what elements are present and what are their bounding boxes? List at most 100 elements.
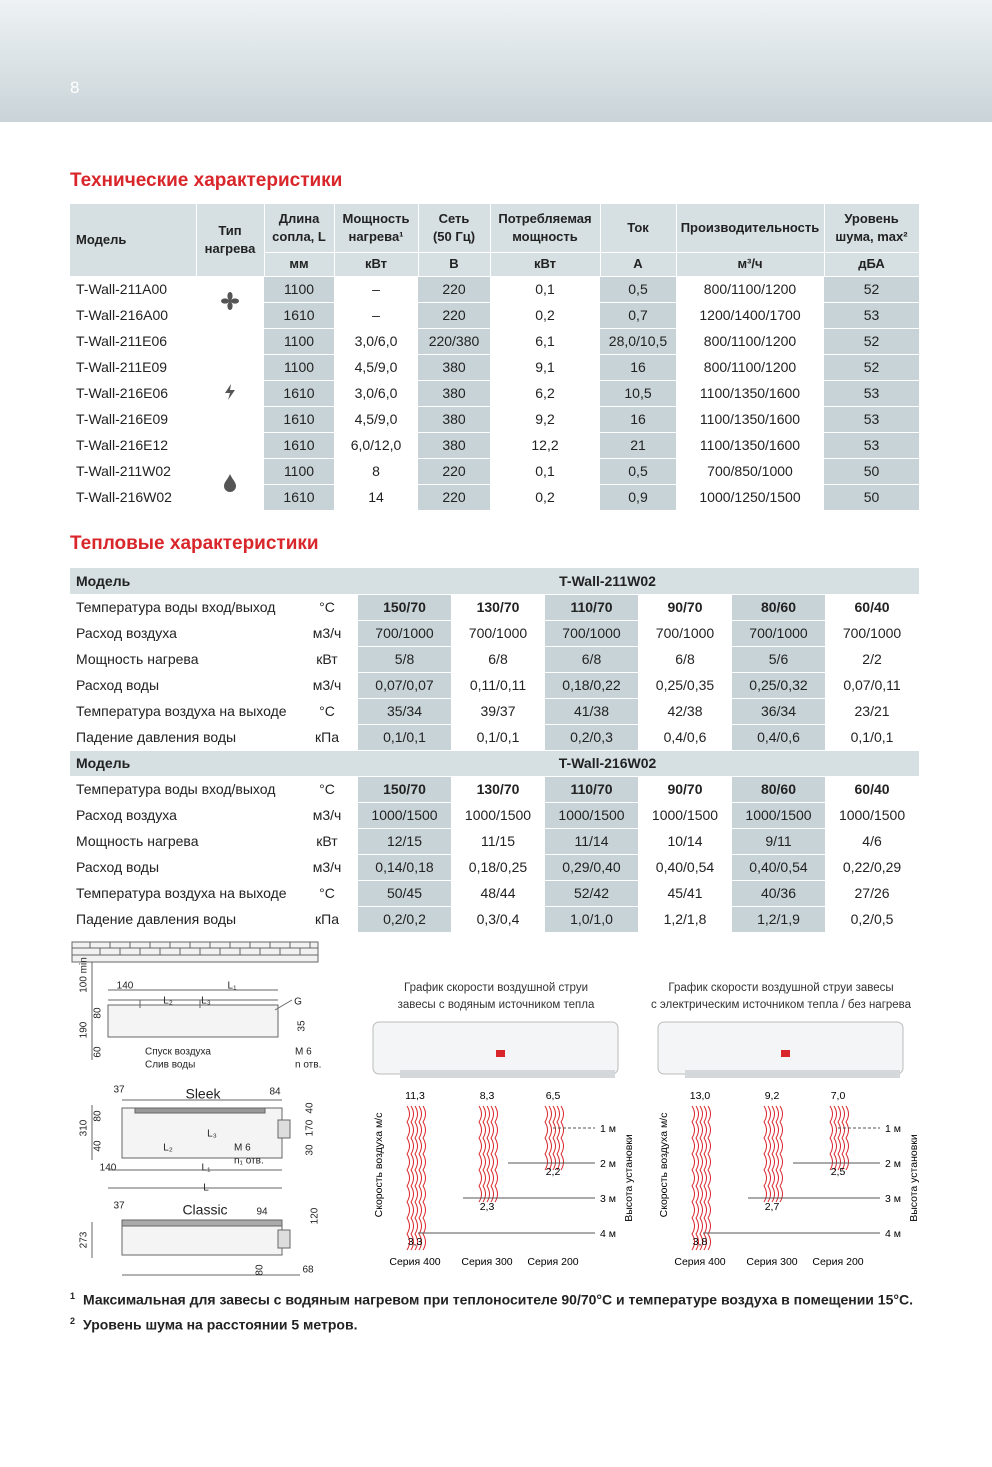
value-cell: 380 bbox=[418, 354, 490, 381]
dimension-label: L₃ bbox=[207, 1129, 217, 1140]
param-value: 0,40/0,54 bbox=[638, 854, 732, 881]
param-value: 130/70 bbox=[451, 594, 545, 621]
series-label: Серия 400 bbox=[389, 1256, 440, 1268]
header-band bbox=[0, 0, 992, 122]
height-label: 4 м bbox=[885, 1228, 901, 1240]
logo bbox=[496, 1050, 505, 1057]
value-cell: 1100/1350/1600 bbox=[676, 406, 824, 433]
air-stream bbox=[833, 1105, 837, 1171]
height-label: 1 м bbox=[600, 1123, 616, 1135]
dimension-label: 30 bbox=[305, 1144, 316, 1156]
param-value: 110/70 bbox=[545, 776, 638, 803]
param-label: Температура воздуха на выходе bbox=[70, 880, 296, 907]
param-value: 40/36 bbox=[732, 880, 825, 907]
value-cell: 50 bbox=[824, 484, 919, 511]
param-value: 9/11 bbox=[732, 828, 825, 855]
param-value: 80/60 bbox=[732, 776, 825, 803]
chart-title: График скорости воздушной струи завесы bbox=[668, 982, 893, 994]
param-value: 0,25/0,35 bbox=[638, 672, 732, 699]
series-label: Серия 200 bbox=[527, 1256, 578, 1268]
heating-icon bbox=[196, 276, 264, 329]
param-value: 0,4/0,6 bbox=[732, 724, 825, 751]
speed-bottom: 2,2 bbox=[546, 1166, 561, 1178]
value-cell: 0,5 bbox=[600, 276, 676, 303]
dimension-label: 100 min bbox=[79, 957, 90, 993]
value-cell: 52 bbox=[824, 354, 919, 381]
param-value: 130/70 bbox=[451, 776, 545, 803]
value-cell: 380 bbox=[418, 380, 490, 407]
value-cell: 6,2 bbox=[490, 380, 600, 407]
param-unit: °C bbox=[296, 776, 358, 803]
dimension-label: G bbox=[294, 997, 302, 1008]
speed-top: 11,3 bbox=[405, 1090, 425, 1102]
logo bbox=[781, 1050, 790, 1057]
dimension-label: 190 bbox=[79, 1021, 90, 1038]
air-stream bbox=[422, 1105, 426, 1251]
param-value: 0,07/0,11 bbox=[825, 672, 920, 699]
param-unit: °C bbox=[296, 698, 358, 725]
header-line: нагрева¹ bbox=[348, 228, 404, 244]
value-cell: 8 bbox=[334, 457, 418, 485]
param-label: Температура воды вход/выход bbox=[70, 776, 296, 803]
model-row: Модель T-Wall-211W02 bbox=[70, 568, 920, 595]
param-label: Расход воды bbox=[70, 854, 296, 881]
model-name: T-Wall-216W02 bbox=[296, 750, 920, 777]
air-stream bbox=[548, 1105, 552, 1171]
value-cell: 14 bbox=[334, 484, 418, 511]
param-value: 5/6 bbox=[732, 646, 825, 673]
unit-cell: В bbox=[418, 252, 491, 277]
dimension-label: 310 bbox=[79, 1119, 90, 1136]
value-cell: 0,1 bbox=[490, 457, 600, 485]
chart-title: завесы с водяным источником тепла bbox=[398, 999, 595, 1011]
model-cell: T-Wall-216E06 bbox=[70, 380, 196, 407]
header-line: Модель bbox=[76, 231, 127, 247]
param-row: Температура воды вход/выход °C 150/70 130/7… bbox=[70, 776, 920, 803]
model-cell: T-Wall-216E09 bbox=[70, 406, 196, 433]
value-cell: 380 bbox=[418, 432, 490, 459]
param-value: 0,1/0,1 bbox=[451, 724, 545, 751]
air-stream bbox=[707, 1105, 711, 1251]
dimension-label: L₃ bbox=[201, 996, 211, 1007]
value-cell: 1610 bbox=[264, 432, 334, 459]
param-value: 1,2/1,9 bbox=[732, 906, 825, 933]
dimension-label: 60 bbox=[93, 1046, 104, 1058]
air-stream bbox=[482, 1105, 486, 1203]
param-value: 1,2/1,8 bbox=[638, 906, 732, 933]
curtain bbox=[372, 1021, 619, 1075]
unit-cell: кВт bbox=[490, 252, 601, 277]
param-value: 150/70 bbox=[358, 776, 451, 803]
param-label: Температура воздуха на выходе bbox=[70, 698, 296, 725]
param-value: 110/70 bbox=[545, 594, 638, 621]
header-line: мощность bbox=[512, 228, 578, 244]
value-cell: 380 bbox=[418, 406, 490, 433]
param-value: 10/14 bbox=[638, 828, 732, 855]
param-value: 60/40 bbox=[825, 776, 920, 803]
param-row: Температура воздуха на выходе °C 35/34 39/3… bbox=[70, 698, 920, 725]
value-cell: 1100 bbox=[264, 327, 334, 355]
param-value: 6/8 bbox=[638, 646, 732, 673]
unit-cell: А bbox=[600, 252, 677, 277]
value-cell: 1100/1350/1600 bbox=[676, 432, 824, 459]
series-label: Серия 400 bbox=[674, 1256, 725, 1268]
height-label: 2 м bbox=[885, 1158, 901, 1170]
air-stream bbox=[490, 1105, 494, 1203]
dimension-label: М 6 bbox=[295, 1047, 312, 1058]
dimension-label: М 6 bbox=[234, 1143, 251, 1154]
speed-top: 7,0 bbox=[831, 1090, 846, 1102]
param-value: 35/34 bbox=[358, 698, 451, 725]
right-label: Высота установки bbox=[908, 1134, 920, 1222]
value-cell: 4,5/9,0 bbox=[334, 354, 418, 381]
air-stream bbox=[763, 1105, 767, 1203]
data-row: T-Wall-216E06 1610 3,0/6,0 380 6,2 10,5 1100/1… bbox=[70, 380, 919, 407]
header-line: сопла, L bbox=[272, 228, 326, 244]
param-value: 1000/1500 bbox=[638, 802, 732, 829]
header-cell: Ток bbox=[600, 204, 677, 253]
value-cell: 12,2 bbox=[490, 432, 600, 459]
dimension-label: L₁ bbox=[228, 981, 238, 992]
dimension-label: 140 bbox=[117, 981, 134, 992]
param-value: 0,2/0,3 bbox=[545, 724, 638, 751]
param-value: 700/1000 bbox=[825, 620, 920, 647]
param-value: 1,0/1,0 bbox=[545, 906, 638, 933]
value-cell: 1100 bbox=[264, 354, 334, 381]
param-value: 0,2/0,5 bbox=[825, 906, 920, 933]
